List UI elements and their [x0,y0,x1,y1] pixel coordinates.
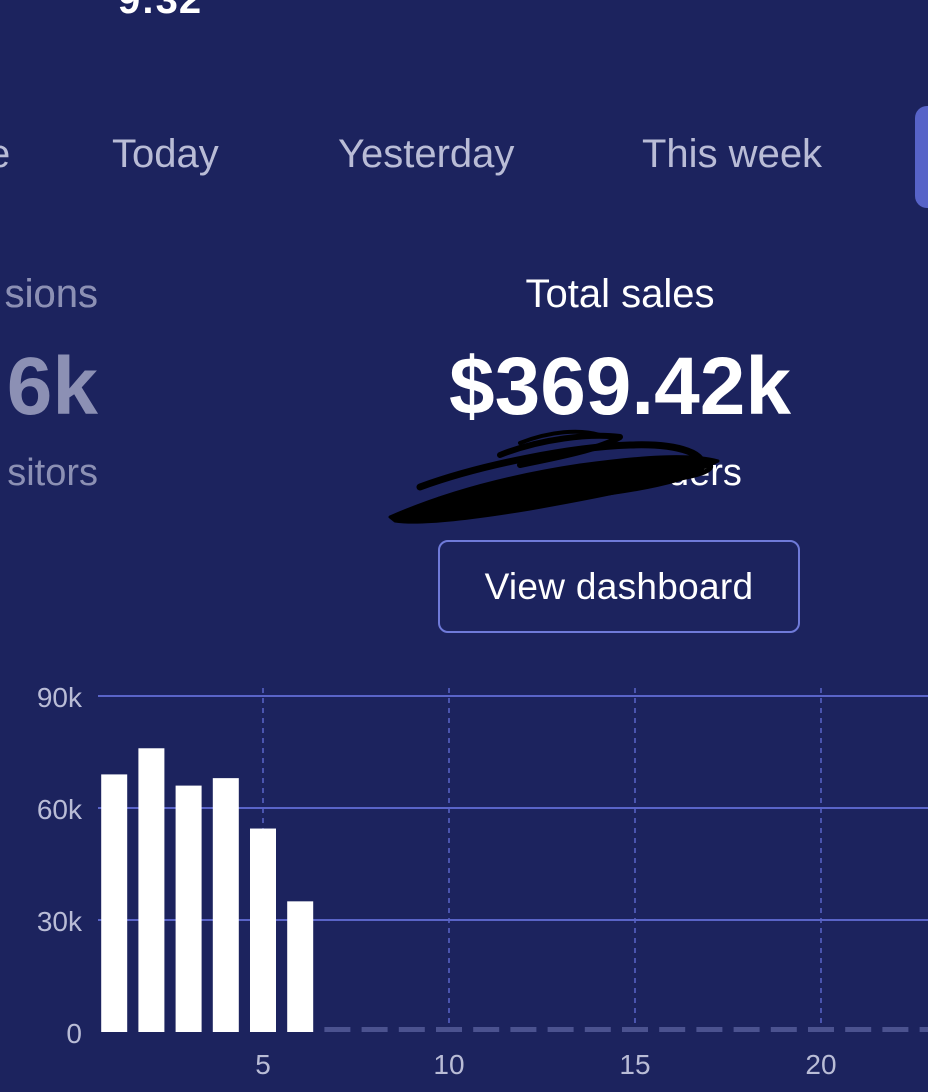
empty-day-marker [919,1027,928,1032]
sessions-label: sions [4,272,98,316]
bar [138,748,165,1032]
tab-this-week[interactable]: This week [642,132,823,176]
empty-day-marker [808,1027,834,1032]
x-tick-label: 20 [805,1049,836,1080]
empty-day-marker [882,1027,909,1032]
bar [212,778,239,1032]
status-time: 9:32 [118,0,203,22]
tab-active-indicator[interactable] [915,106,928,208]
y-tick-label: 60k [37,794,83,825]
bar [101,774,128,1032]
sales-bar-chart: 0 30k 60k 90k 5 10 15 20 [37,682,928,1080]
empty-day-marker [845,1027,872,1032]
empty-day-marker [696,1027,723,1032]
empty-day-marker [436,1027,462,1032]
y-tick-label: 90k [37,682,83,713]
x-tick-label: 5 [255,1049,271,1080]
bar [175,785,202,1032]
visitors-value: 6k [6,341,98,432]
bar [287,901,314,1032]
view-dashboard-button[interactable]: View dashboard [438,540,800,633]
tab-today[interactable]: Today [112,132,219,176]
total-sales-value: $369.42k [448,341,791,432]
redaction-scribble [388,429,720,524]
total-sales-label: Total sales [525,272,715,316]
x-tick-label: 15 [619,1049,650,1080]
empty-day-marker [547,1027,574,1032]
x-tick-label: 10 [433,1049,464,1080]
tab-partial[interactable]: e [0,132,10,177]
empty-day-marker [361,1027,388,1032]
empty-day-marker [770,1027,797,1032]
empty-day-marker [733,1027,760,1032]
empty-day-marker [584,1027,611,1032]
visitors-label: sitors [7,452,98,494]
empty-day-marker [473,1027,500,1032]
tab-yesterday[interactable]: Yesterday [338,132,515,176]
y-tick-label: 0 [66,1018,82,1049]
empty-day-marker [659,1027,686,1032]
empty-day-marker [324,1027,351,1032]
sessions-label: sions [4,272,98,316]
y-tick-label: 30k [37,906,83,937]
bar [250,828,276,1032]
empty-day-marker [510,1027,537,1032]
empty-day-marker [398,1027,425,1032]
empty-day-marker [622,1027,648,1032]
